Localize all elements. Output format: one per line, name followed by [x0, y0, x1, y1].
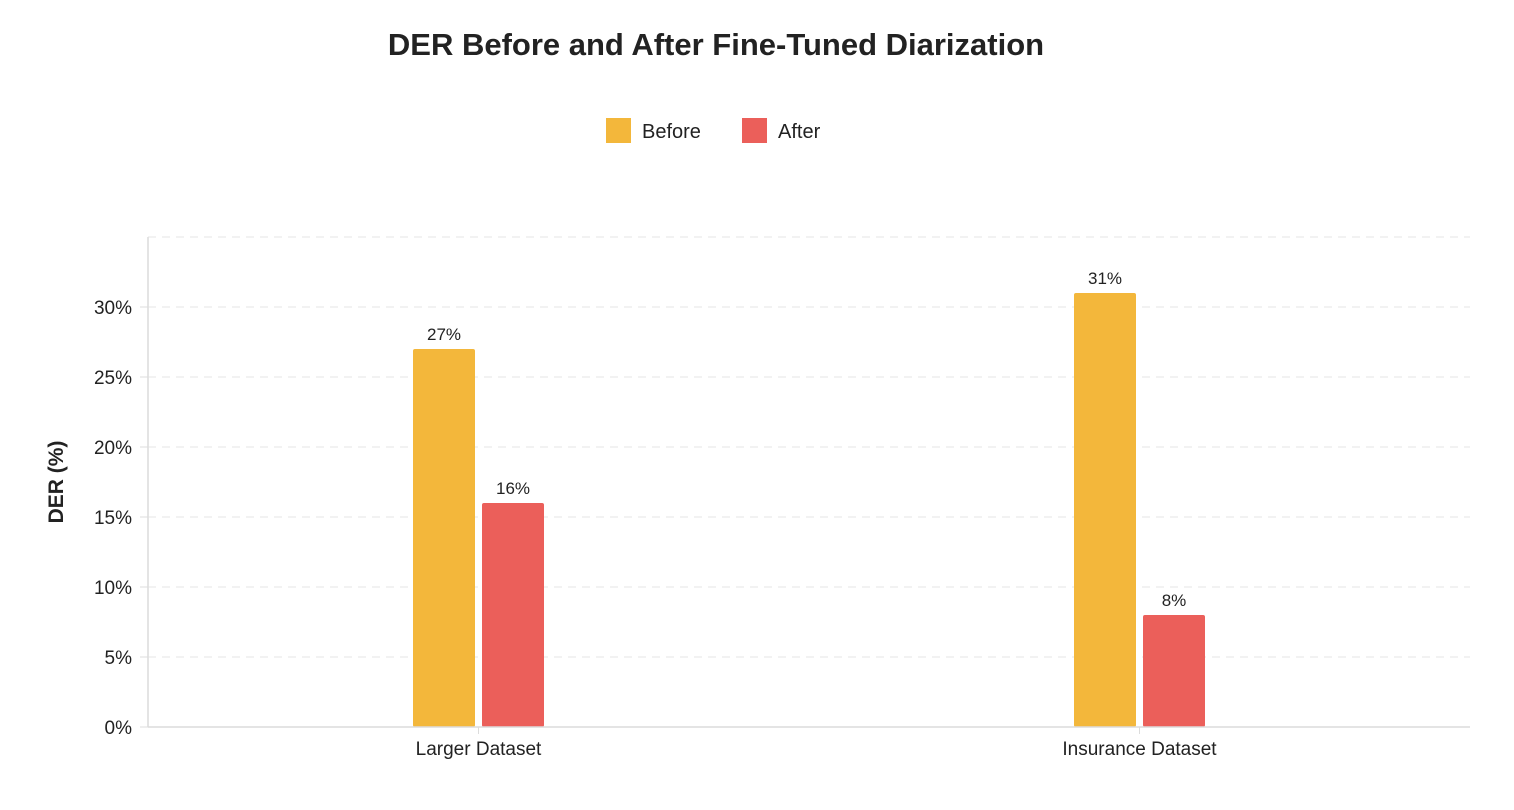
value-label: 27% [427, 325, 461, 344]
y-tick-label: 30% [94, 298, 132, 319]
y-tick-label: 0% [105, 718, 133, 739]
legend-swatch [742, 118, 767, 143]
gridlines [148, 236, 1470, 658]
legend-item-before: Before [606, 118, 701, 143]
x-tick-label: Insurance Dataset [1062, 739, 1217, 760]
value-label: 8% [1162, 591, 1187, 610]
chart-title: DER Before and After Fine-Tuned Diarizat… [388, 27, 1044, 62]
legend-label: Before [642, 121, 701, 143]
bar-before-1 [413, 349, 475, 727]
legend-label: After [778, 121, 821, 143]
x-tick-label: Larger Dataset [416, 739, 542, 760]
y-tick-label: 15% [94, 508, 132, 529]
y-tick-label: 20% [94, 438, 132, 459]
y-tick-label: 5% [105, 648, 133, 669]
value-labels: 27% 16% 31% 8% [427, 269, 1186, 610]
bars [413, 293, 1205, 727]
y-axis-ticks: 0% 5% 10% 15% 20% 25% 30% [94, 298, 148, 739]
x-axis-labels: Larger Dataset Insurance Dataset [416, 727, 1217, 760]
value-label: 16% [496, 479, 530, 498]
value-label: 31% [1088, 269, 1122, 288]
legend-swatch [606, 118, 631, 143]
legend: Before After [606, 118, 821, 143]
legend-item-after: After [742, 118, 821, 143]
bar-after-2 [1143, 615, 1205, 727]
y-tick-label: 25% [94, 368, 132, 389]
bar-after-1 [482, 503, 544, 727]
y-axis-label: DER (%) [45, 441, 68, 524]
bar-before-2 [1074, 293, 1136, 727]
y-tick-label: 10% [94, 578, 132, 599]
